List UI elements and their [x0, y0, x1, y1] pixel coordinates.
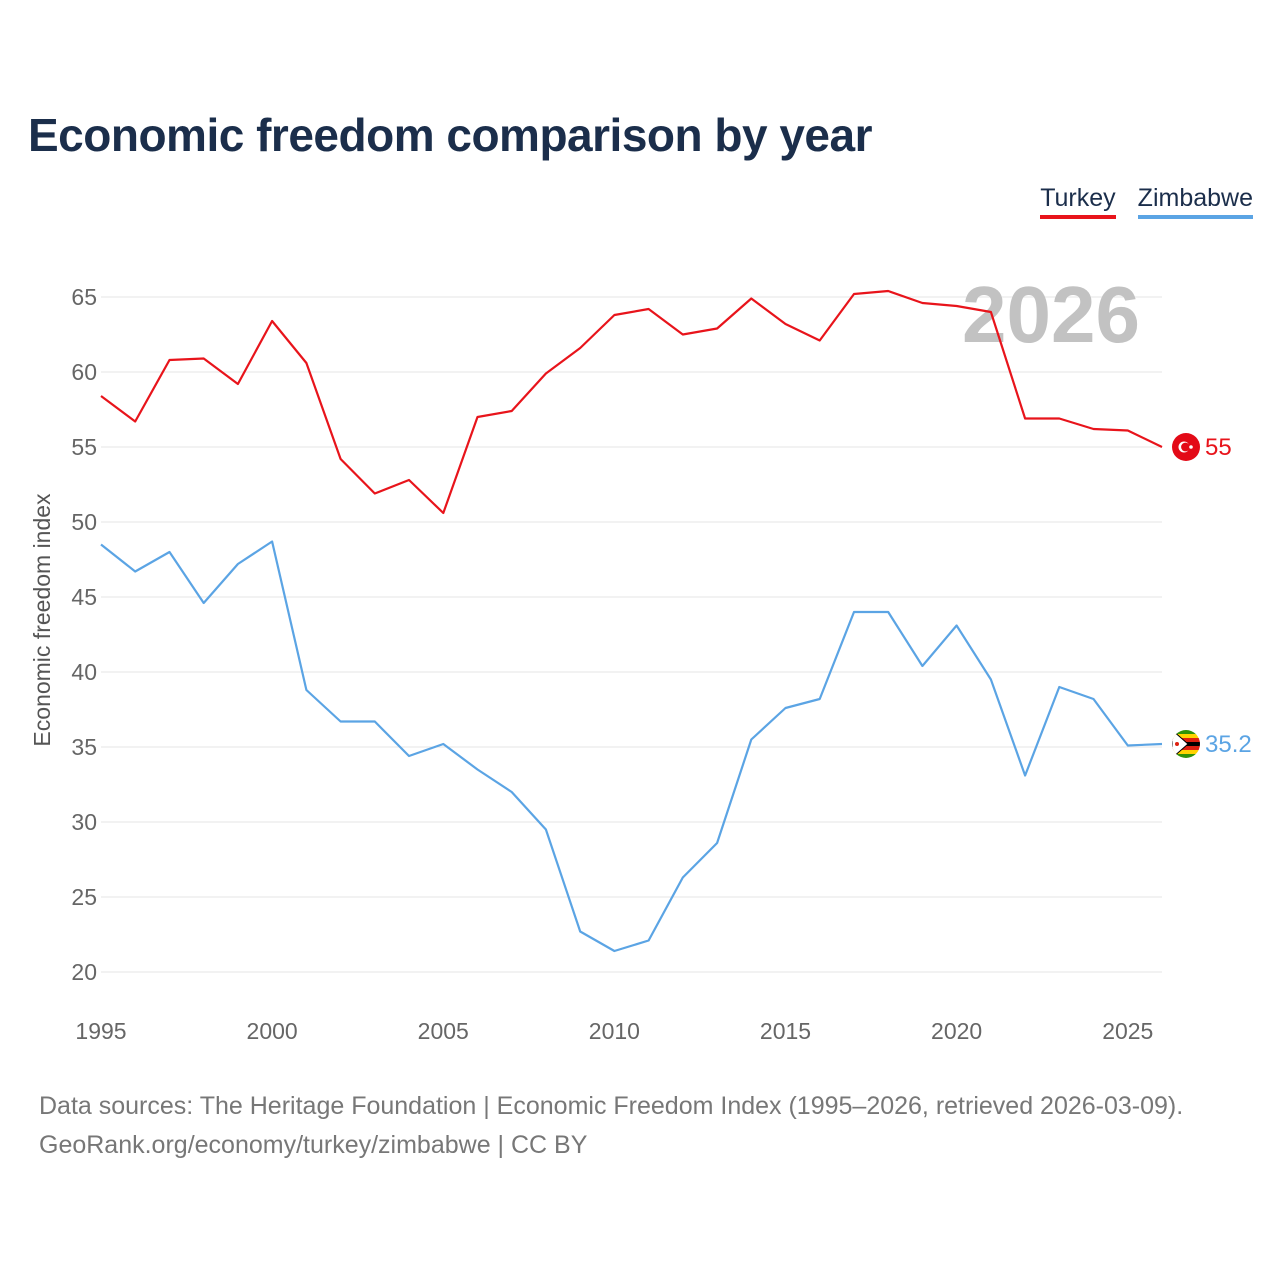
- y-axis-label: Economic freedom index: [29, 493, 55, 747]
- end-value-label-turkey: 55: [1205, 434, 1232, 461]
- y-axis-ticks: 20 25 30 35 40 45 50 55 60 65: [71, 284, 97, 985]
- series-line-turkey[interactable]: [100, 289, 1163, 515]
- y-tick-label: 35: [71, 734, 97, 760]
- footer: Data sources: The Heritage Foundation | …: [39, 1087, 1183, 1165]
- y-tick-label: 20: [71, 959, 97, 985]
- x-tick-label: 2025: [1102, 1018, 1153, 1044]
- y-tick-label: 50: [71, 509, 97, 535]
- x-axis-ticks: 1995 2000 2005 2010 2015 2020 2025: [75, 1018, 1153, 1044]
- chart-title: Economic freedom comparison by year: [28, 109, 873, 161]
- x-tick-label: 2005: [418, 1018, 469, 1044]
- x-tick-label: 2010: [589, 1018, 640, 1044]
- grid-lines: [101, 296, 1162, 973]
- turkey-flag-icon: [1172, 433, 1200, 461]
- y-tick-label: 45: [71, 584, 97, 610]
- y-tick-label: 65: [71, 284, 97, 310]
- source-link[interactable]: GeoRank.org/economy/turkey/zimbabwe | CC…: [39, 1131, 588, 1159]
- zimbabwe-flag-icon: [1172, 730, 1200, 758]
- end-value-label-zimbabwe: 35.2: [1205, 731, 1252, 758]
- legend-item-turkey[interactable]: Turkey: [1040, 184, 1116, 219]
- y-tick-label: 30: [71, 809, 97, 835]
- legend-item-zimbabwe[interactable]: Zimbabwe: [1137, 184, 1253, 219]
- data-source-text: Data sources: The Heritage Foundation | …: [39, 1092, 1184, 1120]
- series-line-zimbabwe[interactable]: [100, 540, 1163, 953]
- y-tick-label: 60: [71, 359, 97, 385]
- x-tick-label: 1995: [75, 1018, 126, 1044]
- series-lines: [100, 289, 1163, 953]
- y-tick-label: 25: [71, 884, 97, 910]
- y-tick-label: 40: [71, 659, 97, 685]
- y-tick-label: 55: [71, 434, 97, 460]
- year-watermark: 2026: [962, 270, 1140, 359]
- x-tick-label: 2020: [931, 1018, 982, 1044]
- series-end-markers: 55 35.2: [1172, 433, 1252, 758]
- x-tick-label: 2000: [247, 1018, 298, 1044]
- x-tick-label: 2015: [760, 1018, 811, 1044]
- legend: Turkey Zimbabwe: [1040, 184, 1253, 219]
